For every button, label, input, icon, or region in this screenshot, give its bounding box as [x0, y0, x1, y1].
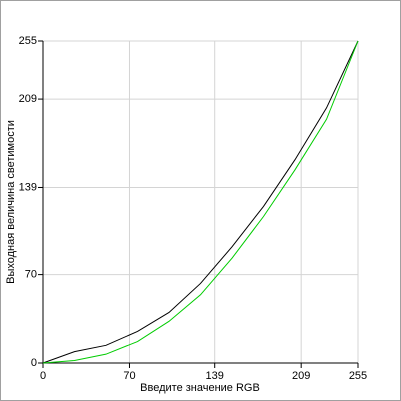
- y-tick-label: 0: [31, 357, 37, 369]
- y-tick-label: 209: [19, 93, 37, 105]
- x-axis-title: Введите значение RGB: [140, 382, 260, 394]
- y-axis-title: Выходная величина светимости: [5, 120, 17, 284]
- series-line: [42, 40, 359, 364]
- y-tick-label: 139: [19, 181, 37, 193]
- x-tick-label: 209: [292, 370, 310, 382]
- series-line: [42, 40, 359, 364]
- x-tick-label: 0: [40, 370, 46, 382]
- x-tick-label: 139: [206, 370, 224, 382]
- y-tick-label: 70: [25, 269, 37, 281]
- y-tick-label: 255: [19, 35, 37, 47]
- x-tick-label: 255: [349, 370, 367, 382]
- x-tick-label: 70: [123, 370, 135, 382]
